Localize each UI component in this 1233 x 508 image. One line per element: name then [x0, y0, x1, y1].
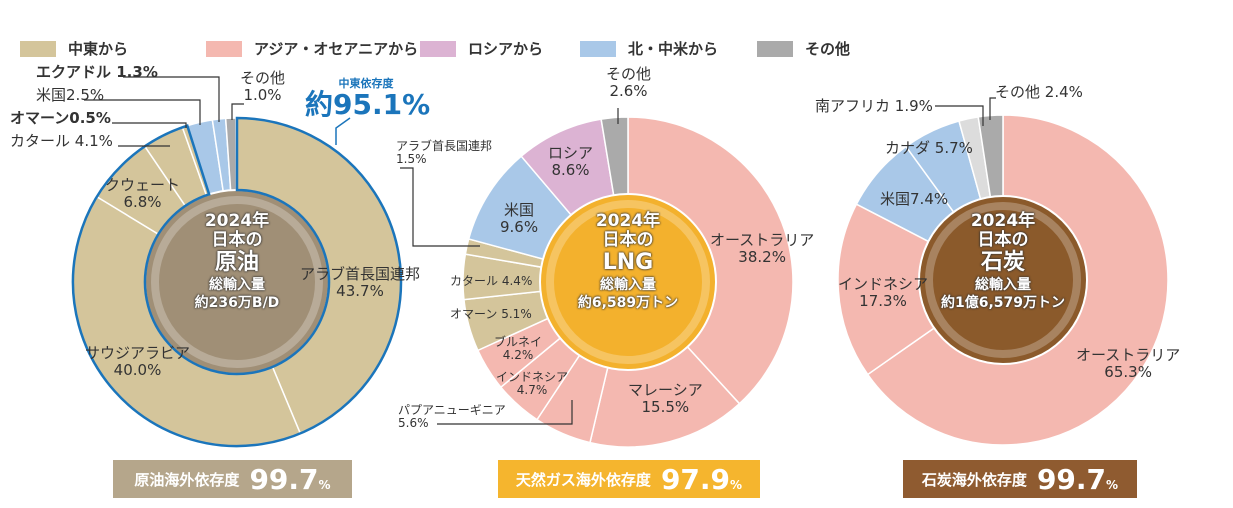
- label-lng-brunei: ブルネイ 4.2%: [494, 335, 543, 362]
- label-oil-qatar: カタール 4.1%: [10, 132, 113, 150]
- legend-label: アジア・オセアニアから: [254, 40, 419, 58]
- legend-item-asia: アジア・オセアニアから: [206, 38, 418, 59]
- label-lng-oman: オマーン 5.1%: [450, 307, 532, 321]
- legend-label: その他: [805, 40, 851, 58]
- mideast-leader-line: [335, 117, 351, 145]
- label-coal-canada: カナダ 5.7%: [885, 139, 973, 157]
- label-oil-ecuador: エクアドル 1.3%: [36, 63, 158, 81]
- center-disc-2: [918, 195, 1088, 365]
- center-ring-2: [925, 202, 1081, 358]
- label-oil-us: 米国2.5%: [36, 86, 105, 104]
- label-coal-other: その他 2.4%: [995, 83, 1083, 101]
- legend-swatch: [580, 40, 616, 57]
- label-coal-south-africa: 南アフリカ 1.9%: [815, 97, 933, 115]
- legend-swatch: [420, 40, 456, 57]
- leader-line-2: [112, 122, 187, 128]
- mideast-dependency-label: 中東依存度: [338, 77, 394, 90]
- leader-line-9: [989, 97, 996, 120]
- badge-coal-dependency: 石炭海外依存度 99.7%: [903, 460, 1137, 498]
- label-oil-kuwait: クウェート 6.8%: [105, 176, 181, 211]
- label-oil-saudi: サウジアラビア 40.0%: [85, 344, 191, 379]
- label-coal-australia: オーストラリア 65.3%: [1076, 346, 1181, 381]
- badge-lng-dependency: 天然ガス海外依存度 97.9%: [498, 460, 760, 498]
- legend-item-america: 北・中米から: [580, 38, 718, 59]
- center-coal: 2024年 日本の 石炭 総輸入量 約1億6,579万トン: [940, 211, 1066, 312]
- label-lng-other: その他 2.6%: [606, 65, 652, 100]
- label-coal-us: 米国7.4%: [880, 190, 949, 208]
- center-lng: 2024年 日本の LNG 総輸入量 約6,589万トン: [577, 211, 679, 312]
- mideast-dependency-value: 約95.1%: [305, 88, 431, 121]
- leader-line-0: [123, 76, 220, 122]
- center-ring-0: [151, 196, 323, 368]
- label-lng-uae: アラブ首長国連邦 1.5%: [396, 139, 493, 166]
- label-oil-other: その他 1.0%: [240, 69, 286, 104]
- label-lng-png: パプアニューギニア 5.6%: [398, 403, 506, 430]
- legend-swatch: [757, 40, 793, 57]
- label-lng-indonesia: インドネシア 4.7%: [496, 370, 569, 397]
- label-lng-us: 米国 9.6%: [500, 201, 539, 236]
- leader-line-4: [231, 103, 244, 120]
- legend-label: 北・中米から: [628, 40, 719, 58]
- legend-label: ロシアから: [468, 40, 544, 58]
- badge-oil-dependency: 原油海外依存度 99.7%: [113, 460, 352, 498]
- leader-line-1: [84, 99, 201, 125]
- label-oil-oman: オマーン0.5%: [10, 109, 111, 127]
- label-coal-indonesia: インドネシア 17.3%: [838, 275, 929, 310]
- center-oil: 2024年 日本の 原油 総輸入量 約236万B/D: [194, 211, 280, 312]
- legend-item-russia: ロシアから: [420, 38, 543, 59]
- legend-label: 中東から: [68, 40, 129, 58]
- mideast-outline: [71, 116, 403, 448]
- label-lng-qatar: カタール 4.4%: [450, 274, 533, 288]
- leader-line-6: [437, 400, 573, 425]
- label-lng-australia: オーストラリア 38.2%: [710, 231, 815, 266]
- label-lng-malaysia: マレーシア 15.5%: [628, 381, 703, 416]
- legend-swatch: [20, 40, 56, 57]
- label-lng-russia: ロシア 8.6%: [548, 144, 594, 179]
- leader-line-8: [935, 105, 984, 126]
- legend-swatch: [206, 40, 242, 57]
- center-ring-1: [546, 200, 710, 364]
- legend-item-other: その他: [757, 38, 850, 59]
- leader-line-5: [400, 167, 480, 247]
- center-disc-1: [539, 193, 717, 371]
- label-oil-uae: アラブ首長国連邦 43.7%: [300, 265, 421, 300]
- legend-item-mideast: 中東から: [20, 38, 128, 59]
